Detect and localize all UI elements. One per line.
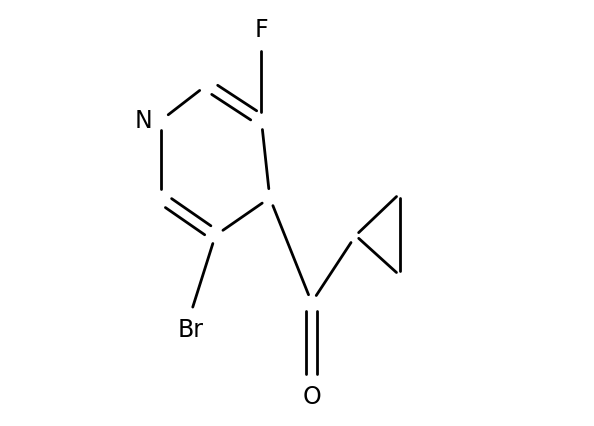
Text: O: O — [302, 384, 321, 408]
Text: N: N — [135, 109, 153, 133]
Text: F: F — [255, 18, 268, 42]
Text: Br: Br — [177, 317, 203, 341]
